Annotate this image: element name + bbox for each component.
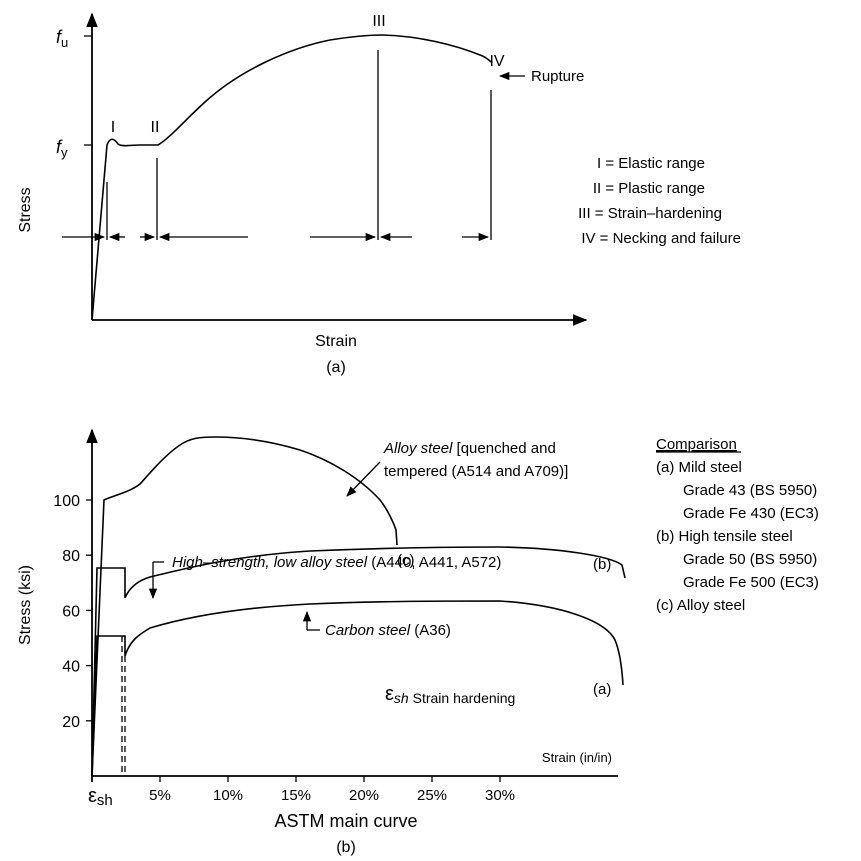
comparison-line: Grade Fe 430 (EC3) xyxy=(683,505,819,522)
y-tick-label: 40 xyxy=(62,659,80,676)
chart-b-caption: (b) xyxy=(336,839,356,856)
fy-label: fy xyxy=(56,137,68,160)
curve-c-label: (c) xyxy=(397,552,415,569)
comparison-line: Grade 50 (BS 5950) xyxy=(683,551,817,568)
legend-item: III = Strain–hardening xyxy=(578,205,722,222)
region-marker-III: III xyxy=(372,13,385,30)
chart-b-caption-main: ASTM main curve xyxy=(274,811,417,831)
curve-b-label: (b) xyxy=(593,556,611,573)
carbon-steel-annotation: Carbon steel (A36) xyxy=(325,622,451,639)
comparison-line: (b) High tensile steel xyxy=(656,528,793,545)
curve-b-hsla-steel xyxy=(91,546,626,777)
hsla-steel-annotation: High–strength, low alloy steel (A440, A4… xyxy=(172,554,501,571)
chart-a-caption: (a) xyxy=(326,359,346,376)
y-tick-label: 20 xyxy=(62,714,80,731)
curve-a-carbon-steel xyxy=(91,600,624,777)
curve-c-alloy-steel xyxy=(91,436,398,777)
chart-b: Stress (ksi) 100 80 60 40 20 5% 10% 15% 20% 25% 3… xyxy=(17,428,819,856)
chart-b-x-ticks: 5% 10% 15% 20% 25% 30% xyxy=(149,776,515,804)
comparison-line: (c) Alloy steel xyxy=(656,597,745,614)
eps-sh-annotation: εsh Strain hardening xyxy=(385,683,515,706)
chart-a-y-axis-label: Stress xyxy=(17,187,34,232)
chart-a-legend: I = Elastic range II = Plastic range III… xyxy=(578,155,741,247)
x-tick-label: 25% xyxy=(417,787,447,804)
x-origin-label: εsh xyxy=(88,785,113,809)
stress-strain-curve xyxy=(91,34,492,321)
region-marker-II: II xyxy=(151,119,160,136)
comparison-legend: Comparison (a) Mild steel Grade 43 (BS 5… xyxy=(656,436,819,614)
region-marker-IV: IV xyxy=(489,53,504,70)
chart-a-x-axis-label: Strain xyxy=(315,333,357,350)
chart-b-y-ticks: 100 80 60 40 20 xyxy=(53,493,92,731)
fu-label: fu xyxy=(56,27,68,50)
alloy-steel-annotation-line2: tempered (A514 and A709)] xyxy=(384,463,568,480)
region-marker-I: I xyxy=(111,119,115,136)
comparison-title: Comparison xyxy=(656,436,737,453)
rupture-label: Rupture xyxy=(531,68,584,85)
legend-item: II = Plastic range xyxy=(593,180,705,197)
x-tick-label: 10% xyxy=(213,787,243,804)
legend-item: IV = Necking and failure xyxy=(581,230,741,247)
y-tick-label: 80 xyxy=(62,548,80,565)
y-tick-label: 100 xyxy=(53,493,80,510)
x-tick-label: 15% xyxy=(281,787,311,804)
comparison-line: Grade 43 (BS 5950) xyxy=(683,482,817,499)
alloy-pointer-arrow xyxy=(346,461,381,497)
chart-a: fu fy Stress I II III IV Rupture I = Ela… xyxy=(17,12,741,376)
chart-b-x-axis-label: Strain (in/in) xyxy=(542,750,612,765)
legend-item: I = Elastic range xyxy=(597,155,705,172)
x-tick-label: 30% xyxy=(485,787,515,804)
x-tick-label: 20% xyxy=(349,787,379,804)
y-tick-label: 60 xyxy=(62,603,80,620)
comparison-line: (a) Mild steel xyxy=(656,459,742,476)
chart-b-y-axis-label: Stress (ksi) xyxy=(17,565,34,645)
curve-a-label: (a) xyxy=(593,681,611,698)
comparison-line: Grade Fe 500 (EC3) xyxy=(683,574,819,591)
alloy-steel-annotation: Alloy steel [quenched and xyxy=(383,440,556,457)
x-tick-label: 5% xyxy=(149,787,171,804)
